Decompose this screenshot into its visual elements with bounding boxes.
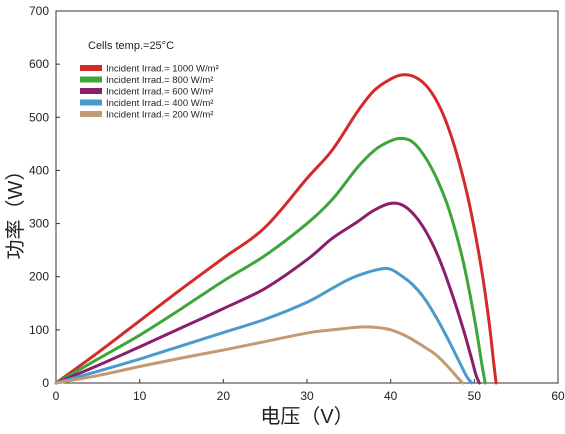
legend-swatch [80,76,102,83]
y-tick-label: 100 [29,323,49,337]
series-line-2 [54,201,481,385]
series-line-3 [54,266,474,385]
x-tick-label: 0 [53,389,60,403]
y-tick-label: 0 [42,376,49,390]
y-tick-label: 500 [29,110,49,124]
legend-swatch [80,99,102,106]
legend-swatch [80,111,102,117]
x-tick-label: 10 [133,389,147,403]
legend-label: Incident Irrad.= 200 W/m² [106,110,213,121]
x-tick-label: 50 [468,389,482,403]
y-tick-label: 600 [29,57,49,71]
y-tick-label: 700 [29,4,49,18]
legend-label: Incident Irrad.= 600 W/m² [106,87,213,98]
y-tick-label: 400 [29,163,49,177]
x-axis-ticks: 0 10 20 30 40 50 60 [53,379,565,403]
y-axis-ticks: 0 100 200 300 400 500 600 700 [29,4,60,390]
series-line-1 [54,136,487,385]
y-axis-title: 功率（W） [4,161,27,260]
legend-label: Incident Irrad.= 800 W/m² [106,75,213,86]
x-tick-label: 30 [300,389,314,403]
annotation-cells-temp: Cells temp.=25°C [88,40,174,52]
y-tick-label: 200 [29,270,49,284]
series-line-0 [54,73,498,385]
legend-swatch [80,65,102,71]
legend-swatch [80,88,102,94]
x-tick-label: 40 [384,389,398,403]
y-tick-label: 300 [29,217,49,231]
legend-label: Incident Irrad.= 1000 W/m² [106,64,219,75]
x-tick-label: 20 [217,389,231,403]
series-lines [54,73,498,385]
legend-label: Incident Irrad.= 400 W/m² [106,98,213,109]
x-axis-title: 电压（V） [260,405,353,428]
x-tick-label: 60 [551,389,565,403]
series-line-4 [54,325,465,385]
